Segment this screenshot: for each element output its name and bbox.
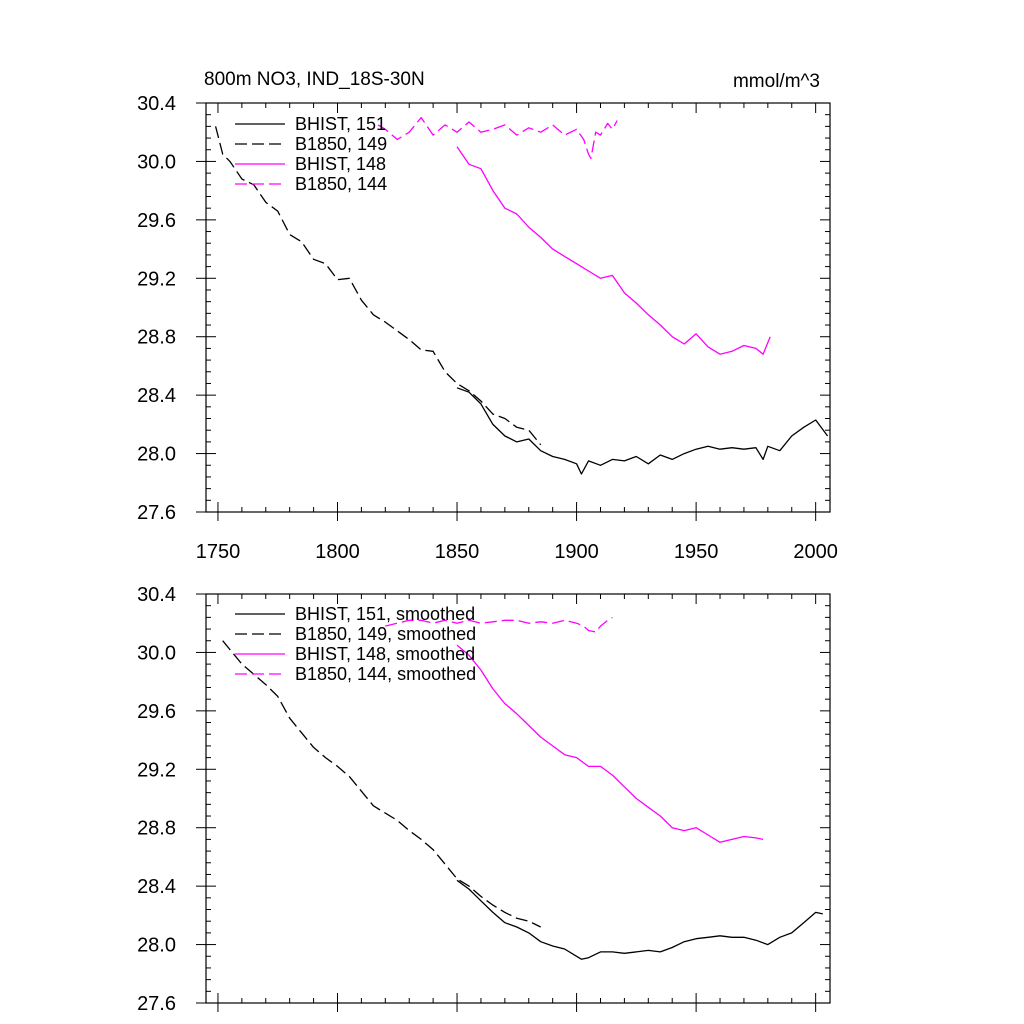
legend-label: B1850, 144, smoothed [295, 664, 476, 684]
y-tick-label: 27.6 [137, 993, 176, 1015]
series-line-0 [456, 387, 829, 475]
x-tick-label: 2000 [793, 541, 838, 563]
x-tick-label: 1800 [315, 541, 360, 563]
legend-label: BHIST, 151, smoothed [295, 604, 475, 624]
figure-title: 800m NO3, IND_18S-30N [204, 69, 425, 90]
series-line-2 [456, 146, 771, 355]
y-tick-label: 30.4 [137, 584, 176, 606]
x-tick-label: 1750 [196, 541, 241, 563]
series-line-3 [377, 116, 618, 160]
series-line-0 [456, 879, 823, 960]
y-tick-label: 30.4 [137, 93, 176, 115]
y-tick-label: 29.6 [137, 701, 176, 723]
units-label: mmol/m^3 [733, 71, 820, 92]
y-tick-label: 30.0 [137, 151, 176, 173]
plot-frame [205, 593, 831, 1004]
series-line-3 [385, 616, 613, 633]
y-tick-label: 28.4 [137, 385, 176, 407]
y-tick-label: 28.8 [137, 327, 176, 349]
top-chart-panel: 1750 1800 1850 1900 1950 2000 27.6 28.0 28.4 28.8… [137, 93, 838, 563]
legend-label: B1850, 144 [295, 174, 387, 194]
legend-label: BHIST, 151 [295, 114, 386, 134]
y-tick-label: 30.0 [137, 642, 176, 664]
bottom-chart-panel: 27.6 28.0 28.4 28.8 29.2 29.6 30.0 30.4 BHIST, 1… [137, 584, 831, 1015]
x-tick-label: 1850 [435, 541, 480, 563]
legend-label: B1850, 149, smoothed [295, 624, 476, 644]
y-tick-label: 29.2 [137, 759, 176, 781]
legend-label: BHIST, 148, smoothed [295, 644, 475, 664]
series-line-2 [456, 644, 764, 843]
legend-label: BHIST, 148 [295, 154, 386, 174]
series-line-1 [214, 126, 542, 446]
y-tick-label: 29.2 [137, 268, 176, 290]
y-tick-label: 29.6 [137, 210, 176, 232]
plot-frame [205, 102, 831, 513]
y-tick-label: 28.4 [137, 876, 176, 898]
y-tick-label: 28.8 [137, 818, 176, 840]
x-tick-label: 1900 [554, 541, 599, 563]
series-line-1 [222, 640, 541, 928]
y-tick-label: 28.0 [137, 444, 176, 466]
y-tick-label: 27.6 [137, 502, 176, 524]
legend-label: B1850, 149 [295, 134, 387, 154]
x-tick-label: 1950 [674, 541, 719, 563]
y-tick-label: 28.0 [137, 935, 176, 957]
